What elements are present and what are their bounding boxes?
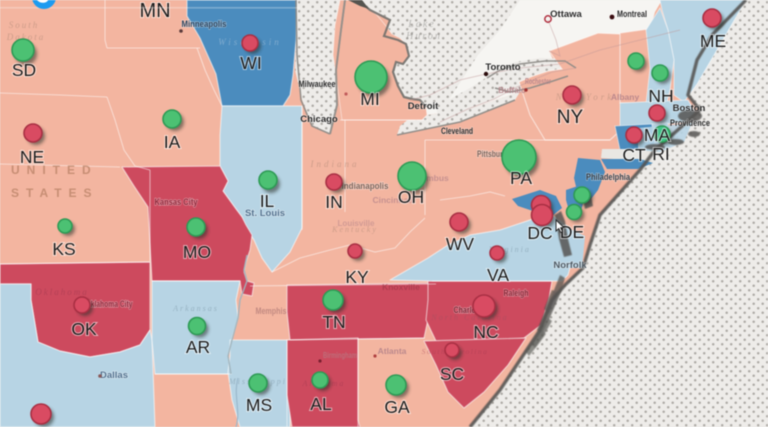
svg-text:NY: NY	[557, 107, 584, 128]
svg-text:PA: PA	[510, 168, 532, 188]
svg-text:DE: DE	[560, 222, 584, 242]
svg-text:Rochester: Rochester	[525, 77, 551, 86]
svg-text:Detroit: Detroit	[408, 101, 439, 112]
svg-text:SD: SD	[12, 60, 36, 80]
svg-text:IA: IA	[164, 132, 181, 152]
svg-text:Oklahoma: Oklahoma	[35, 287, 89, 297]
svg-text:Philadelphia: Philadelphia	[586, 172, 631, 183]
svg-text:Cleveland: Cleveland	[441, 126, 473, 137]
svg-text:Dallas: Dallas	[100, 370, 128, 381]
svg-text:GA: GA	[384, 397, 410, 417]
svg-text:Montreal: Montreal	[617, 9, 647, 20]
svg-text:STATES: STATES	[11, 186, 99, 200]
svg-text:Oklahoma City: Oklahoma City	[86, 299, 133, 310]
svg-text:Huron: Huron	[405, 31, 442, 42]
svg-text:Atlanta: Atlanta	[378, 346, 407, 356]
svg-text:Birmingham: Birmingham	[323, 350, 357, 360]
svg-text:VA: VA	[487, 265, 509, 285]
svg-text:Cincinnati: Cincinnati	[372, 195, 413, 205]
svg-text:MS: MS	[246, 395, 272, 415]
svg-text:IN: IN	[325, 192, 343, 212]
svg-text:Boston: Boston	[673, 103, 706, 114]
svg-text:KS: KS	[52, 239, 75, 259]
svg-text:Milwaukee: Milwaukee	[299, 79, 336, 90]
svg-text:MI: MI	[360, 89, 379, 109]
svg-text:WI: WI	[240, 53, 261, 73]
svg-text:St. Louis: St. Louis	[245, 208, 285, 219]
svg-text:Indiana: Indiana	[310, 159, 360, 169]
svg-text:Albany: Albany	[611, 92, 640, 102]
svg-text:Lake: Lake	[407, 19, 435, 30]
svg-text:Minneapolis: Minneapolis	[182, 19, 227, 30]
svg-text:Kansas City: Kansas City	[155, 197, 199, 208]
svg-text:NH: NH	[648, 86, 673, 106]
svg-text:Raleigh: Raleigh	[504, 288, 529, 299]
svg-text:CT: CT	[622, 145, 646, 165]
svg-text:AL: AL	[310, 394, 332, 414]
svg-text:TN: TN	[322, 312, 345, 332]
svg-text:Chicago: Chicago	[300, 114, 338, 125]
svg-text:WV: WV	[446, 234, 475, 254]
svg-text:Memphis: Memphis	[256, 306, 287, 317]
svg-text:OH: OH	[398, 187, 424, 207]
svg-text:Indianapolis: Indianapolis	[342, 181, 389, 192]
svg-text:Louisville: Louisville	[338, 219, 375, 228]
svg-text:Norfolk: Norfolk	[553, 260, 587, 271]
svg-text:NC: NC	[473, 322, 498, 342]
svg-text:IL: IL	[260, 191, 275, 211]
svg-text:Dakota: Dakota	[6, 32, 46, 42]
svg-text:Knoxville: Knoxville	[382, 282, 420, 292]
svg-text:OK: OK	[71, 319, 97, 339]
svg-text:Buffalo: Buffalo	[498, 86, 526, 95]
svg-text:MN: MN	[139, 0, 170, 22]
svg-text:Kentucky: Kentucky	[331, 225, 378, 234]
svg-text:DC: DC	[527, 223, 552, 243]
svg-text:Arkansas: Arkansas	[172, 304, 219, 313]
svg-text:Ottawa: Ottawa	[550, 9, 582, 20]
svg-text:KY: KY	[345, 267, 369, 287]
svg-text:MA: MA	[644, 125, 671, 145]
svg-text:Toronto: Toronto	[485, 62, 520, 73]
svg-text:South: South	[9, 20, 40, 30]
svg-text:Providence: Providence	[670, 118, 710, 129]
svg-text:NE: NE	[20, 147, 44, 167]
svg-text:AR: AR	[186, 337, 210, 357]
svg-text:Virginia: Virginia	[489, 245, 531, 254]
svg-text:North Carolina: North Carolina	[430, 313, 508, 322]
svg-text:MO: MO	[183, 242, 211, 262]
svg-text:ME: ME	[700, 31, 726, 51]
svg-text:UNITED: UNITED	[11, 163, 98, 177]
svg-text:RI: RI	[652, 144, 670, 164]
svg-text:SC: SC	[440, 364, 464, 384]
